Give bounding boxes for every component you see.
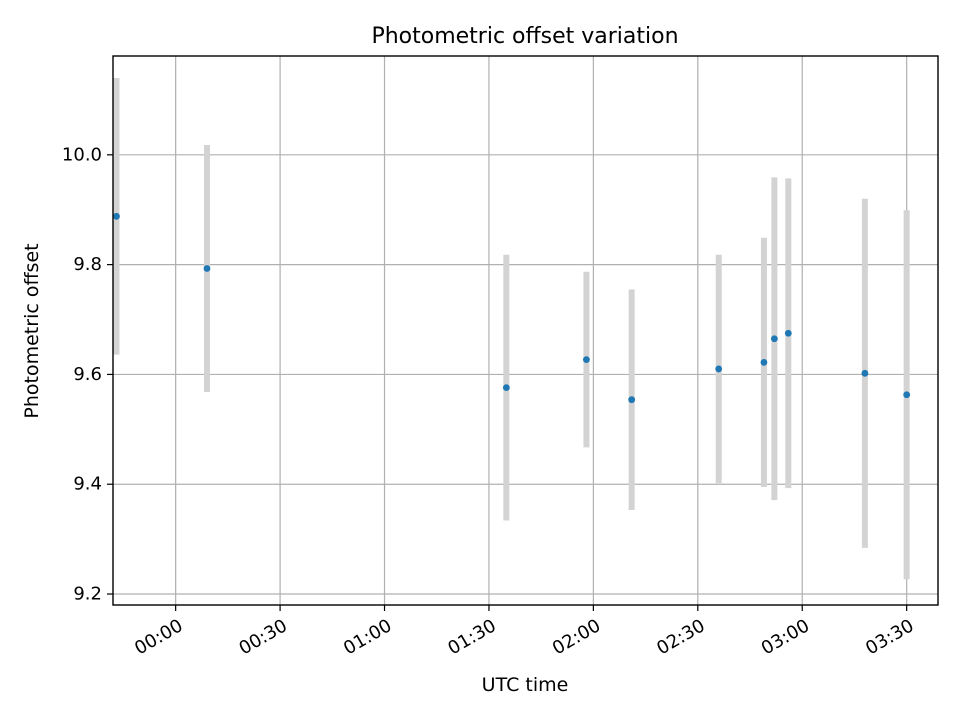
data-point [903,391,911,399]
y-tick-label: 10.0 [62,144,102,165]
x-tick-label: 00:00 [131,615,186,659]
grid-lines [113,56,938,605]
x-tick-label: 03:30 [862,615,917,659]
y-axis-label: Photometric offset [21,243,43,418]
chart-title: Photometric offset variation [371,24,678,49]
data-point [628,396,636,404]
data-point [861,369,869,377]
x-tick-label: 03:00 [758,615,813,659]
x-axis-label: UTC time [482,674,569,696]
y-tick-label: 9.2 [73,584,102,605]
plot-frame [112,55,939,606]
data-points [113,212,911,404]
data-point [113,212,120,220]
y-axis-ticks: 9.2 9.4 9.6 9.8 10.0 [62,144,113,605]
data-point [770,335,778,343]
y-tick-label: 9.6 [73,364,102,385]
x-axis-ticks: 00:00 00:30 01:00 01:30 02:00 02:30 03:00 03:30 [131,605,918,659]
data-point [502,384,510,391]
x-tick-label: 02:30 [653,615,708,659]
data-point [583,356,590,363]
y-tick-label: 9.4 [73,474,102,495]
error-bars [113,77,910,580]
data-point [203,265,211,272]
x-tick-label: 01:00 [340,615,395,659]
x-tick-label: 02:00 [549,615,604,659]
data-point [784,329,792,337]
x-tick-label: 01:30 [444,615,499,659]
x-tick-label: 00:30 [236,615,291,659]
y-tick-label: 9.8 [73,254,102,275]
data-point [715,365,723,373]
data-point [760,358,768,366]
